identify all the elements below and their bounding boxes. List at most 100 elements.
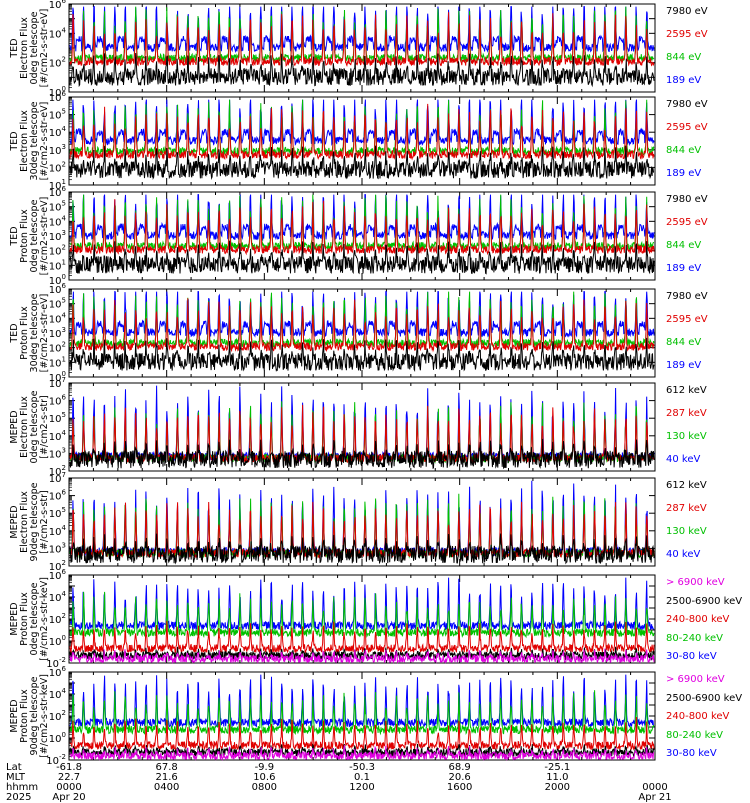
y-tick-exponent: 6 [62, 282, 67, 290]
y-tick-exponent: 4 [62, 311, 67, 319]
y-axis-label-line: [#/cm2-s-str-keV] [39, 674, 50, 758]
x-axis-lat-value: -50.3 [349, 762, 375, 773]
y-tick-exponent: 3 [62, 541, 66, 549]
series--6900-kev [69, 745, 655, 761]
series-2500-6900-kev [69, 743, 655, 759]
y-axis-label: MEPED Electron Flux 0deg telescope [#/cm2-s… [9, 382, 50, 472]
y-tick-label: 104 [49, 590, 67, 604]
y-tick-label: 106 [49, 489, 67, 503]
y-tick-exponent: 3 [62, 326, 66, 334]
y-tick-exponent: 2 [62, 464, 66, 472]
y-axis-label: TED Proton Flux 30deg telescope [#/cm2-s-st… [9, 288, 50, 378]
legend-entry: 2595 eV [666, 122, 708, 133]
y-tick-exponent: 2 [62, 709, 66, 717]
y-tick-label: 102 [49, 56, 66, 70]
y-tick-label: 104 [49, 125, 67, 139]
y-tick-label: 102 [49, 341, 66, 355]
series-7980-ev [69, 240, 655, 275]
y-tick-label: 104 [49, 687, 67, 701]
y-tick-exponent: 4 [62, 429, 67, 437]
y-tick-exponent: 6 [62, 665, 67, 673]
y-tick-label: 104 [49, 311, 67, 325]
series-80-240-kev [69, 690, 655, 736]
series-2500-6900-kev [69, 646, 655, 662]
x-axis-hhmm-value: 0000 [56, 782, 82, 793]
x-axis-lat-value: -25.1 [544, 762, 571, 773]
series-2595-ev [69, 103, 655, 161]
y-tick-label: 104 [49, 524, 67, 538]
legend-entry: 287 keV [666, 408, 707, 419]
legend-entry: 612 keV [666, 385, 707, 396]
legend-entry: 844 eV [666, 240, 702, 251]
y-tick-exponent: 1 [62, 178, 66, 186]
x-axis-date-value: Apr 21 [638, 792, 672, 803]
series-240-800-kev [69, 716, 655, 751]
series-2595-ev [69, 199, 655, 256]
y-tick-exponent: 2 [62, 612, 66, 620]
y-tick-label: 104 [49, 214, 67, 228]
y-tick-label: 103 [49, 446, 66, 460]
y-tick-exponent: 6 [62, 185, 67, 193]
x-axis-lat-value: 68.9 [448, 762, 471, 773]
legend-entry: 240-800 keV [666, 711, 730, 722]
y-tick-exponent: 5 [62, 297, 66, 305]
y-tick-exponent: 6 [62, 394, 67, 402]
y-axis-label: MEPED Electron Flux 90deg telescope [#/cm2-… [9, 477, 50, 567]
y-tick-label: 104 [49, 429, 67, 443]
series-2595-ev [69, 12, 655, 68]
y-tick-label: 105 [49, 506, 66, 520]
y-tick-exponent: 2 [62, 160, 66, 168]
y-tick-label: 103 [49, 541, 66, 555]
y-tick-label: 105 [49, 297, 66, 311]
legend-entry: 189 eV [666, 360, 702, 371]
legend-entry: 844 eV [666, 337, 702, 348]
series-7980-ev [69, 145, 655, 181]
y-tick-exponent: 1 [62, 355, 66, 363]
y-tick-exponent: 4 [62, 214, 67, 222]
y-axis-label: TED Electron Flux 0deg telescope [#/cm2-s-s… [9, 3, 50, 93]
legend-entry: 612 keV [666, 480, 707, 491]
legend-entry: 189 eV [666, 75, 702, 86]
y-axis-label-line: [#/cm2-s-str-keV] [39, 577, 50, 661]
y-axis-label: TED Proton Flux 0deg telescope [#/cm2-s-str… [9, 191, 50, 281]
y-tick-label: 101 [49, 258, 66, 272]
y-tick-exponent: 0 [62, 634, 66, 642]
x-axis-date-value: Apr 20 [52, 792, 86, 803]
y-tick-exponent: 2 [62, 559, 66, 567]
series-189-ev [69, 194, 655, 242]
legend-entry: 844 eV [666, 145, 702, 156]
y-tick-exponent: 5 [62, 411, 66, 419]
y-tick-label: 106 [49, 665, 67, 679]
y-tick-label: 107 [49, 376, 66, 390]
legend-entry: 30-80 keV [666, 651, 717, 662]
y-tick-exponent: 5 [62, 506, 66, 514]
legend-entry: 30-80 keV [666, 748, 717, 759]
x-axis-row-label: hhmm [6, 782, 39, 793]
y-tick-exponent: 7 [62, 376, 66, 384]
legend-entry: 80-240 keV [666, 729, 724, 741]
legend-entry: 80-240 keV [666, 632, 724, 644]
y-tick-exponent: 6 [62, 489, 67, 497]
series-2595-ev [69, 298, 655, 353]
y-tick-label: 103 [49, 229, 66, 243]
legend-entry: 189 eV [666, 263, 702, 274]
series-240-800-kev [69, 620, 655, 655]
y-tick-exponent: -2 [59, 753, 66, 761]
y-tick-label: 105 [49, 411, 66, 425]
y-tick-label: 102 [49, 612, 66, 626]
legend-entry: 2595 eV [666, 217, 708, 228]
y-tick-label: 107 [49, 471, 66, 485]
x-axis-row-label: 2025 [6, 792, 32, 803]
series-189-ev [69, 290, 655, 338]
y-tick-label: 101 [49, 355, 66, 369]
x-axis-lat-value: 67.8 [155, 762, 178, 773]
y-tick-exponent: 1 [62, 258, 66, 266]
y-tick-exponent: 3 [62, 446, 66, 454]
series-30-80-kev [69, 577, 655, 632]
x-axis-hhmm-value: 1600 [446, 782, 473, 793]
y-tick-label: 104 [49, 26, 67, 40]
